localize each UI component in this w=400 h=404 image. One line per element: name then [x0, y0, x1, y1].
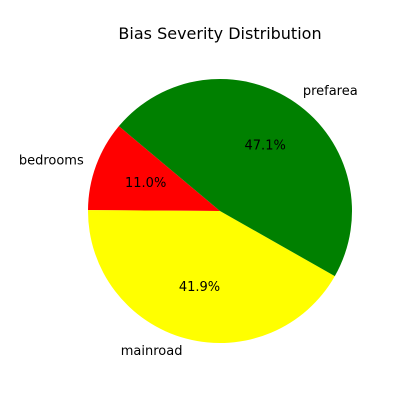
slice-percent-bedrooms: 11.0% [125, 176, 166, 191]
slice-percent-prefarea: 47.1% [245, 138, 286, 153]
pie-slice-mainroad [88, 210, 335, 343]
pie-slices [88, 79, 352, 343]
pie-slice-prefarea [118, 79, 352, 277]
chart-title: Bias Severity Distribution [118, 24, 321, 43]
pie-labels: bedrooms 11.0% mainroad 41.9% prefarea 47.1% [19, 84, 358, 359]
pie-slice-bedrooms [88, 126, 220, 211]
slice-label-prefarea: prefarea [303, 84, 358, 99]
slice-label-bedrooms: bedrooms [19, 153, 84, 168]
slice-percent-mainroad: 41.9% [179, 280, 220, 295]
slice-label-mainroad: mainroad [121, 344, 183, 359]
